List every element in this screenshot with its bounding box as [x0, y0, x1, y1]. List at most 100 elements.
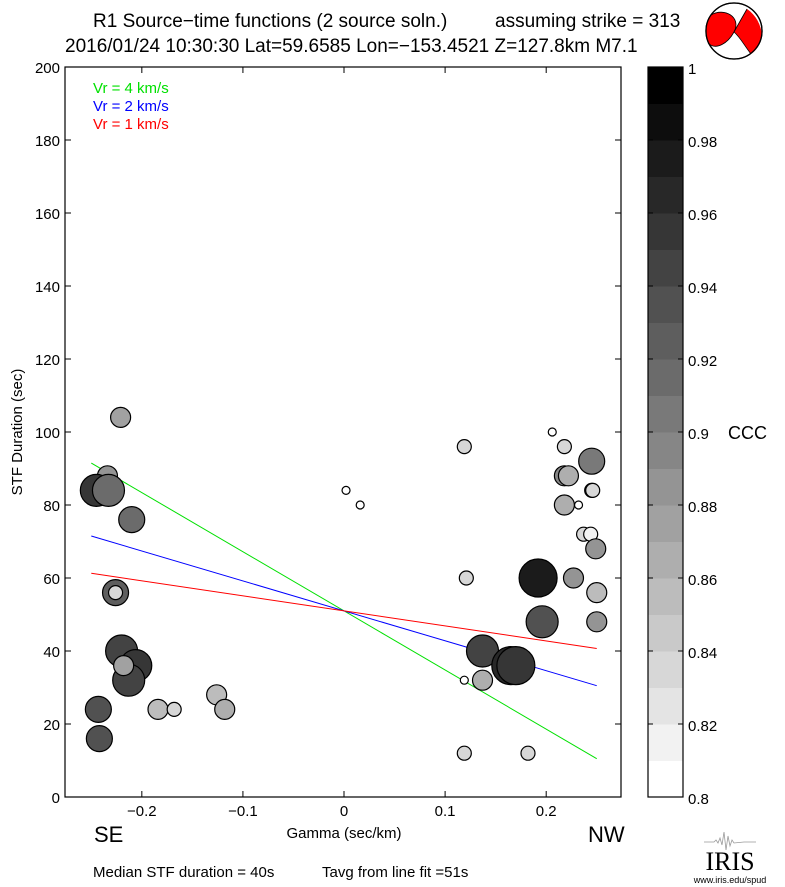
x-tick-label: −0.1	[228, 803, 258, 820]
data-point	[84, 695, 112, 724]
data-point	[496, 645, 536, 686]
colorbar-tick-label: 0.84	[688, 645, 717, 662]
y-tick-label: 80	[43, 498, 60, 515]
data-point	[459, 675, 469, 685]
colorbar-label: CCC	[728, 423, 767, 443]
colorbar-tick-label: 0.88	[688, 499, 717, 516]
y-tick-label: 160	[35, 206, 60, 223]
direction-nw: NW	[588, 822, 625, 847]
y-axis-label: STF Duration (sec)	[9, 369, 26, 496]
y-tick-label: 20	[43, 717, 60, 734]
colorbar-band	[648, 505, 683, 542]
colorbar-band	[648, 176, 683, 214]
x-tick-label: 0.1	[435, 803, 456, 820]
legend-entry-vr1: Vr = 1 km/s	[93, 116, 169, 133]
data-point	[341, 485, 351, 495]
colorbar-tick-label: 0.86	[688, 572, 717, 589]
data-point	[585, 482, 601, 498]
data-point	[553, 494, 575, 516]
data-point	[520, 745, 536, 761]
chart-title: R1 Source−time functions (2 source soln.…	[93, 11, 447, 32]
data-point	[471, 669, 494, 691]
colorbar-band	[648, 286, 683, 323]
colorbar-band	[648, 760, 683, 798]
data-point	[355, 500, 365, 510]
x-tick-label: −0.2	[127, 803, 157, 820]
colorbar-band	[648, 614, 683, 652]
colorbar-band	[648, 322, 683, 360]
colorbar-tick-label: 1	[688, 61, 696, 78]
data-point	[573, 500, 584, 510]
colorbar-band	[648, 359, 683, 396]
legend-entry-vr4: Vr = 4 km/s	[93, 80, 169, 97]
data-point	[557, 465, 580, 487]
plot-area: −0.2 −0.1 0 0.1 0.2 0 20 40 60 80 100 120 140 160 180…	[35, 60, 622, 820]
data-point	[456, 439, 472, 455]
event-info: 2016/01/24 10:30:30 Lat=59.6585 Lon=−153…	[65, 36, 638, 57]
data-point	[107, 584, 124, 601]
data-point	[91, 473, 126, 507]
y-axis: 0 20 40 60 80 100 120 140 160 180 200	[35, 60, 621, 807]
y-tick-label: 60	[43, 571, 60, 588]
colorbar-band	[648, 724, 683, 761]
data-point	[547, 427, 557, 437]
direction-se: SE	[94, 822, 123, 847]
data-point	[525, 605, 559, 639]
y-tick-label: 0	[52, 790, 60, 807]
colorbar: 0.8 0.82 0.84 0.86 0.88 0.9 0.92 0.94 0.96 0.98 1	[647, 61, 717, 808]
y-tick-label: 180	[35, 133, 60, 150]
y-tick-label: 200	[35, 60, 60, 77]
beachball-icon	[705, 2, 763, 60]
colorbar-band	[648, 249, 683, 287]
colorbar-tick-label: 0.94	[688, 280, 717, 297]
iris-logo: IRIS www.iris.edu/spud	[693, 831, 767, 885]
colorbar-band	[648, 578, 683, 615]
colorbar-tick-label: 0.8	[688, 791, 709, 808]
data-point	[456, 745, 472, 761]
iris-url: www.iris.edu/spud	[693, 875, 767, 885]
colorbar-band	[648, 103, 683, 141]
colorbar-band	[648, 687, 683, 725]
x-axis-label: Gamma (sec/km)	[286, 825, 401, 842]
data-point	[585, 538, 607, 560]
colorbar-tick-label: 0.9	[688, 426, 709, 443]
tavg-text: Tavg from line fit =51s	[322, 864, 468, 881]
legend: Vr = 4 km/sVr = 2 km/sVr = 1 km/s	[93, 80, 169, 133]
colorbar-band	[648, 213, 683, 250]
x-axis: −0.2 −0.1 0 0.1 0.2	[127, 67, 557, 820]
fit-line-vr1	[91, 572, 597, 649]
colorbar-tick-label: 0.96	[688, 207, 717, 224]
data-point	[518, 558, 558, 598]
colorbar-band	[648, 541, 683, 579]
colorbar-band	[648, 468, 683, 506]
data-point	[556, 439, 572, 455]
data-point	[586, 611, 608, 633]
colorbar-band	[648, 651, 683, 688]
data-point	[578, 447, 606, 475]
data-point	[458, 570, 474, 586]
median-stf-text: Median STF duration = 40s	[93, 864, 274, 881]
scatter-points	[79, 406, 608, 761]
legend-entry-vr2: Vr = 2 km/s	[93, 98, 169, 115]
colorbar-tick-label: 0.98	[688, 134, 717, 151]
y-tick-label: 100	[35, 425, 60, 442]
y-tick-label: 140	[35, 279, 60, 296]
colorbar-band	[648, 395, 683, 433]
colorbar-band	[648, 67, 683, 104]
plot-frame	[64, 66, 622, 798]
colorbar-band	[648, 140, 683, 177]
iris-logo-text: IRIS	[705, 847, 754, 876]
colorbar-tick-label: 0.92	[688, 353, 717, 370]
data-point	[214, 698, 236, 721]
y-tick-label: 40	[43, 644, 60, 661]
data-point	[147, 698, 169, 721]
x-tick-label: 0.2	[536, 803, 557, 820]
seismogram-icon	[704, 831, 756, 851]
data-point	[586, 581, 608, 604]
strike-label: assuming strike = 313	[495, 11, 680, 32]
data-point	[562, 567, 585, 589]
data-point	[85, 724, 113, 753]
data-point	[166, 701, 182, 718]
colorbar-tick-label: 0.82	[688, 718, 717, 735]
